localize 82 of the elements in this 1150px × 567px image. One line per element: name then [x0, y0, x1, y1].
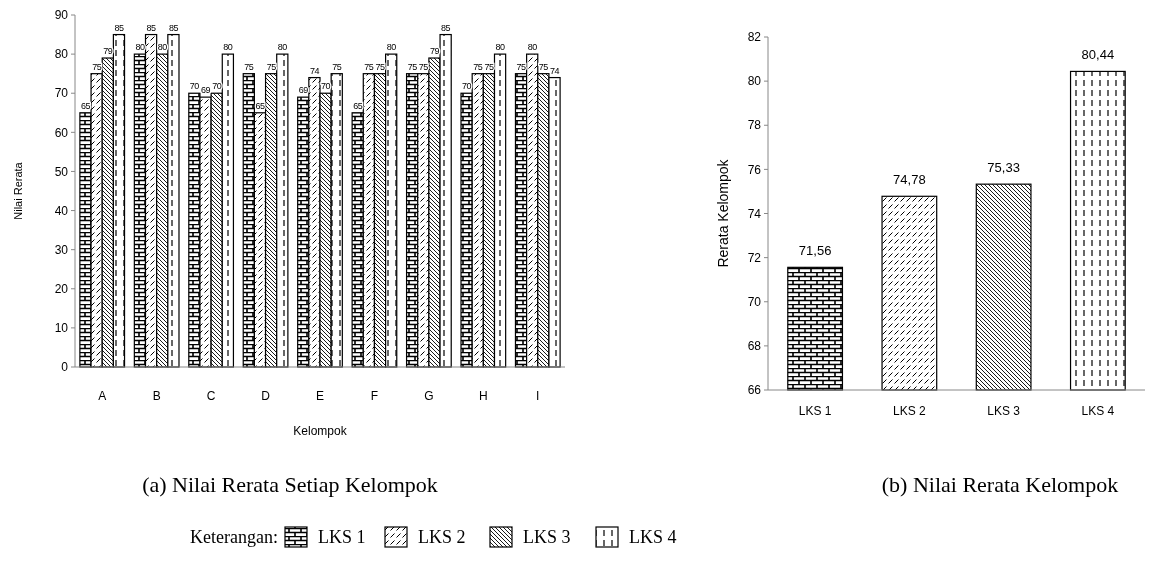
y-tick-label: 30: [54, 242, 69, 257]
y-tick-label: 82: [747, 30, 762, 45]
data-label: 80: [386, 42, 397, 53]
legend-title: Keterangan:: [190, 527, 278, 547]
data-label: 74: [550, 65, 560, 76]
data-label: 80,44: [1081, 47, 1115, 63]
x-tick-label: LKS 3: [987, 404, 1021, 418]
legend-label: LKS 3: [523, 527, 571, 547]
y-tick-label: 74: [747, 206, 762, 221]
x-tick-label: C: [206, 389, 216, 403]
y-tick-label: 60: [54, 125, 69, 140]
data-label: 69: [298, 85, 309, 96]
y-tick-label: 68: [747, 339, 762, 354]
x-tick-label: G: [424, 389, 434, 403]
data-label: 75: [92, 61, 102, 72]
y-tick-label: 76: [747, 162, 762, 177]
data-label: 85: [114, 22, 124, 33]
data-label: 74: [309, 65, 320, 76]
y-tick-label: 50: [54, 164, 69, 179]
data-label: 74,78: [893, 172, 926, 188]
data-label: 75: [418, 61, 429, 72]
data-label: 75: [473, 61, 483, 72]
data-label: 75: [266, 61, 277, 72]
data-label: 65: [255, 100, 265, 111]
data-label: 85: [168, 22, 179, 33]
y-tick-label: 0: [61, 360, 69, 375]
y-tick-label: 78: [747, 118, 762, 133]
legend-label: LKS 4: [629, 527, 677, 547]
y-tick-label: 10: [54, 321, 69, 336]
x-tick-label: A: [98, 389, 107, 403]
data-label: 85: [146, 22, 157, 33]
data-label: 80: [527, 42, 538, 53]
data-label: 65: [80, 100, 91, 111]
x-tick-label: LKS 4: [1081, 404, 1115, 418]
x-tick-label: F: [370, 389, 379, 403]
data-label: 75: [244, 61, 254, 72]
data-label: 75: [332, 61, 342, 72]
data-label: 75: [407, 61, 418, 72]
legend-label: LKS 2: [418, 527, 466, 547]
data-label: 75: [516, 61, 527, 72]
data-label: 80: [135, 42, 145, 53]
data-label: 65: [353, 100, 363, 111]
data-label: 75,33: [987, 160, 1020, 176]
y-tick-label: 70: [54, 86, 69, 101]
data-label: 79: [103, 46, 113, 57]
y-tick-label: 72: [747, 250, 762, 265]
x-tick-label: LKS 1: [798, 404, 832, 418]
y-tick-label: 90: [54, 8, 69, 23]
data-label: 80: [495, 42, 506, 53]
y-tick-label: 80: [747, 74, 762, 89]
data-label: 70: [321, 81, 331, 92]
x-tick-label: D: [261, 389, 271, 403]
data-label: 85: [441, 22, 451, 33]
data-label: 75: [538, 61, 549, 72]
y-tick-label: 70: [747, 294, 762, 309]
data-label: 75: [364, 61, 374, 72]
y-axis-title: Rerata Kelompok: [715, 158, 731, 268]
x-axis-title: Kelompok: [293, 424, 348, 438]
y-tick-label: 80: [54, 47, 69, 62]
data-label: 75: [375, 61, 386, 72]
text: (b) Nilai Rerata Kelompok: [881, 472, 1119, 497]
data-label: 70: [212, 81, 222, 92]
y-tick-label: 20: [54, 281, 69, 296]
data-label: 80: [223, 42, 233, 53]
data-label: 70: [462, 81, 472, 92]
data-label: 71,56: [798, 243, 832, 259]
y-tick-label: 40: [54, 203, 69, 218]
y-axis-title: Nilai Rerata: [12, 161, 24, 220]
x-tick-label: LKS 2: [893, 404, 927, 418]
x-tick-label: H: [479, 389, 488, 403]
legend-label: LKS 1: [318, 527, 366, 547]
x-tick-label: I: [536, 389, 540, 403]
data-label: 75: [484, 61, 494, 72]
data-label: 80: [277, 42, 288, 53]
data-label: 70: [189, 81, 200, 92]
text: (a) Nilai Rerata Setiap Kelompok: [142, 472, 438, 497]
data-label: 80: [157, 42, 168, 53]
y-tick-label: 66: [747, 383, 762, 398]
data-label: 79: [429, 46, 440, 57]
data-label: 69: [201, 85, 211, 96]
x-tick-label: E: [315, 389, 325, 403]
x-tick-label: B: [152, 389, 161, 403]
